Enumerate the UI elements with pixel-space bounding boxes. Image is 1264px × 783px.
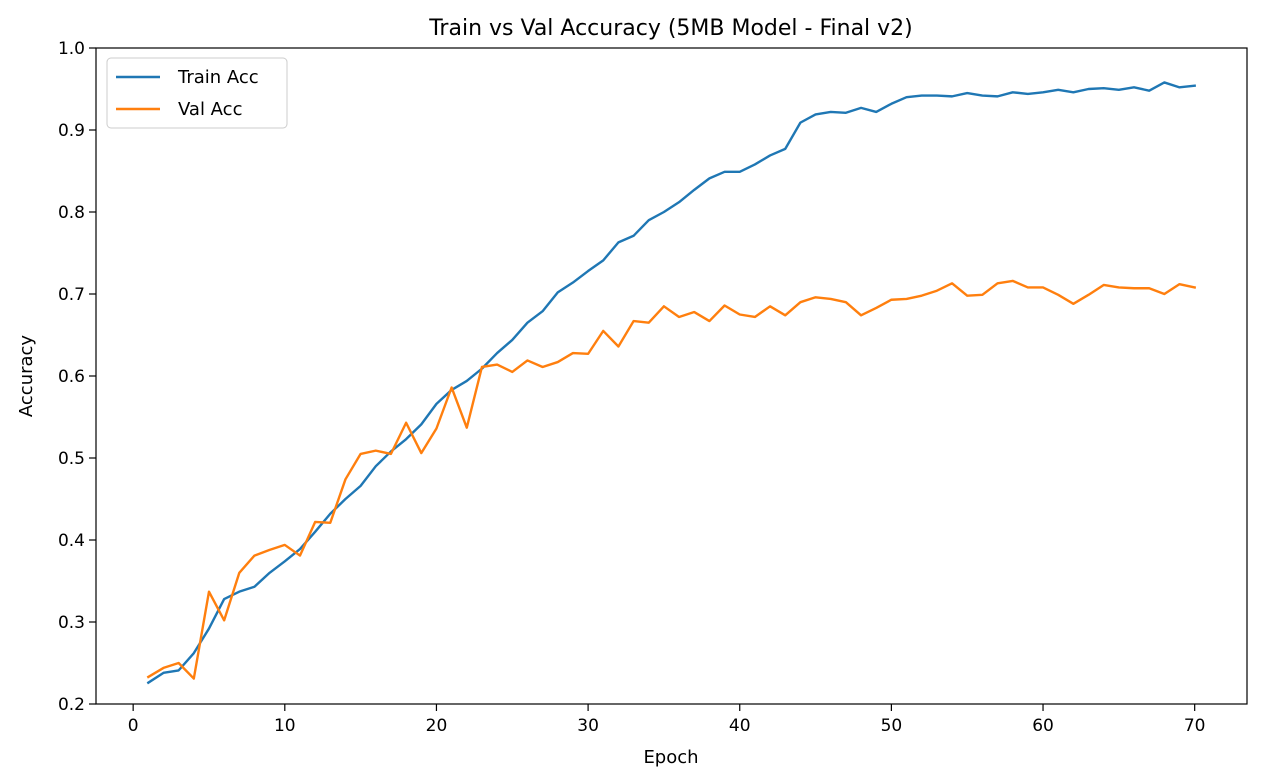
x-tick-label: 10 [274, 716, 296, 736]
x-tick-label: 60 [1032, 716, 1054, 736]
y-tick-label: 0.8 [58, 203, 85, 223]
series-line-train-acc [146, 81, 1197, 685]
x-tick-label: 30 [577, 716, 599, 736]
y-tick-label: 0.6 [58, 367, 85, 387]
x-axis-label: Epoch [643, 747, 698, 768]
y-tick-label: 0.7 [58, 285, 85, 305]
legend-box [106, 57, 288, 129]
y-tick-label: 1.0 [58, 39, 85, 59]
x-tick-label: 50 [881, 716, 903, 736]
x-axis: 0 10 20 30 40 50 60 70 [128, 704, 1206, 736]
chart-title: Train vs Val Accuracy (5MB Model - Final… [428, 16, 913, 41]
y-axis-label: Accuracy [16, 335, 37, 418]
y-axis: 0.2 0.3 0.4 0.5 0.6 0.7 0.8 0.9 1.0 [58, 39, 96, 715]
series-line-val-acc [146, 279, 1197, 680]
y-tick-label: 0.2 [58, 695, 85, 715]
y-tick-label: 0.9 [58, 121, 85, 141]
y-tick-label: 0.3 [58, 613, 85, 633]
legend: Train Acc Val Acc [106, 57, 288, 129]
legend-label-val-acc: Val Acc [178, 99, 242, 120]
legend-label-train-acc: Train Acc [177, 67, 259, 88]
x-tick-label: 70 [1184, 716, 1206, 736]
plot-area [95, 47, 1248, 705]
x-tick-label: 0 [128, 716, 139, 736]
plot-frame [95, 47, 1248, 705]
x-tick-label: 20 [426, 716, 448, 736]
x-tick-label: 40 [729, 716, 751, 736]
y-tick-label: 0.4 [58, 531, 85, 551]
y-tick-label: 0.5 [58, 449, 85, 469]
